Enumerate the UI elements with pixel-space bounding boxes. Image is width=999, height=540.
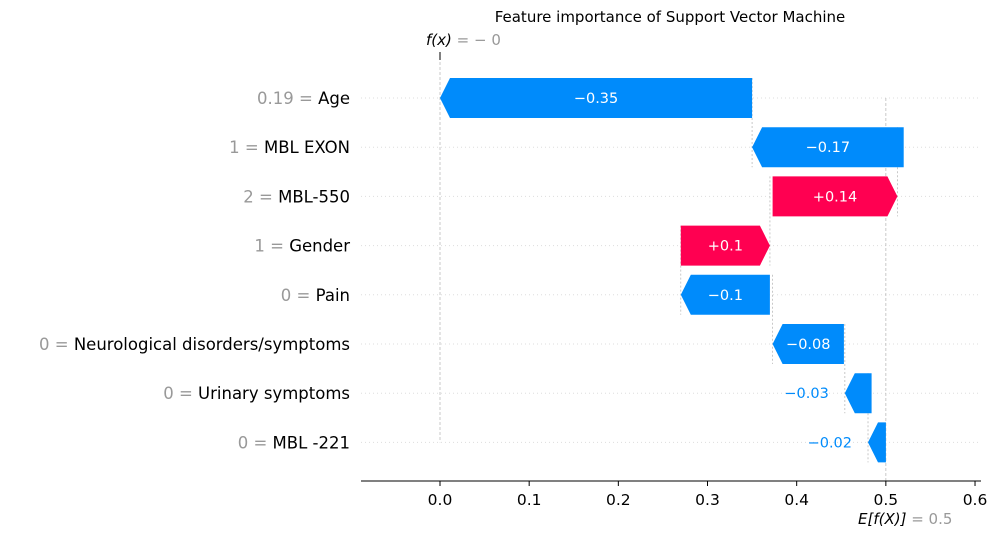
feature-name: MBL-550 <box>278 187 350 206</box>
feature-name: Urinary symptoms <box>198 384 350 403</box>
feature-value: 0 = <box>163 384 198 403</box>
feature-value: 0 = <box>238 433 273 452</box>
feature-label: 0 = Pain <box>281 286 350 305</box>
bar-value-label: −0.02 <box>808 435 852 451</box>
feature-label: 1 = Gender <box>254 237 350 256</box>
efx-label: E[f(X)] = 0.5 <box>858 510 952 528</box>
x-tick-label: 0.6 <box>963 491 988 509</box>
x-tick-label: 0.5 <box>874 491 899 509</box>
efx-label-suffix: = 0.5 <box>906 510 952 528</box>
feature-value: 0.19 = <box>257 89 318 108</box>
feature-name: Neurological disorders/symptoms <box>74 335 350 354</box>
feature-value: 2 = <box>243 187 278 206</box>
bar-value-label: −0.17 <box>806 140 850 156</box>
x-tick-label: 0.2 <box>606 491 631 509</box>
bar-value-label: −0.03 <box>784 386 828 402</box>
negative-bar <box>772 324 844 364</box>
feature-value: 0 = <box>281 286 316 305</box>
feature-name: MBL EXON <box>264 138 350 157</box>
x-tick-label: 0.4 <box>784 491 809 509</box>
feature-label: 0.19 = Age <box>257 89 350 108</box>
negative-bar <box>440 78 753 118</box>
feature-label: 0 = MBL -221 <box>238 433 350 452</box>
chart-title: Feature importance of Support Vector Mac… <box>495 8 846 26</box>
x-tick-label: 0.1 <box>517 491 542 509</box>
bar-value-label: −0.1 <box>708 288 743 304</box>
fx-label: f(x) = − 0 <box>426 31 501 49</box>
x-tick-label: 0.0 <box>428 491 453 509</box>
positive-bar <box>772 176 898 217</box>
fx-label-suffix: = − 0 <box>452 31 501 49</box>
feature-name: Age <box>318 89 350 108</box>
feature-name: MBL -221 <box>273 433 350 452</box>
efx-label-main: E[f(X)] <box>858 510 907 528</box>
feature-label: 1 = MBL EXON <box>229 138 350 157</box>
x-tick-label: 0.3 <box>695 491 720 509</box>
feature-value: 0 = <box>39 335 74 354</box>
bar-value-label: +0.14 <box>813 189 857 205</box>
feature-value: 1 = <box>254 237 289 256</box>
negative-bar <box>844 373 872 414</box>
feature-name: Gender <box>289 237 350 256</box>
feature-name: Pain <box>316 286 350 305</box>
bar-value-label: +0.1 <box>708 239 743 255</box>
feature-label: 0 = Urinary symptoms <box>163 384 350 403</box>
negative-bar <box>680 274 770 315</box>
positive-bar <box>680 225 770 266</box>
feature-label: 2 = MBL-550 <box>243 187 350 206</box>
plot-area: −0.35 0.19 = Age −0.17 1 = MBL EXON +0.14 2 =… <box>39 52 987 509</box>
fx-label-main: f(x) <box>426 31 452 49</box>
feature-label: 0 = Neurological disorders/symptoms <box>39 335 350 354</box>
bar-value-label: −0.35 <box>574 91 618 107</box>
feature-value: 1 = <box>229 138 264 157</box>
negative-bar <box>752 127 904 168</box>
bar-value-label: −0.08 <box>786 337 830 353</box>
negative-bar <box>868 422 886 463</box>
